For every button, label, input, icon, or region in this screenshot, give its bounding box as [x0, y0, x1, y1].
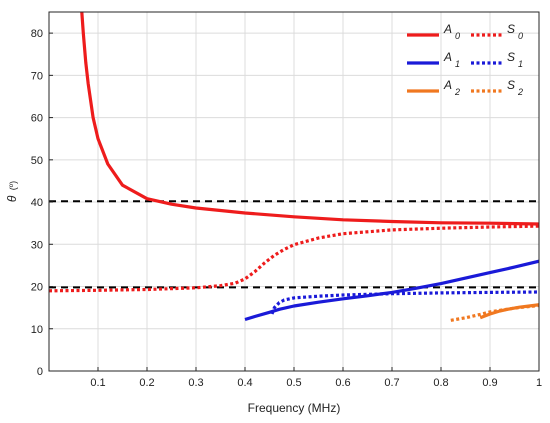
x-tick-label: 0.4 — [237, 377, 252, 389]
series-line-S2-dotted — [450, 303, 539, 322]
series-line-S1-dotted — [270, 290, 539, 315]
x-tick-label: 0.5 — [286, 377, 301, 389]
reference-lines — [49, 200, 539, 289]
y-tick-label: 80 — [31, 28, 43, 40]
y-tick-label: 0 — [37, 366, 43, 378]
x-tick-label: 0.9 — [482, 377, 497, 389]
y-tick-label: 60 — [31, 113, 43, 125]
x-tick-label: 0.6 — [335, 377, 350, 389]
x-tick-label: 0.1 — [90, 377, 105, 389]
y-tick-label: 20 — [31, 282, 43, 294]
y-axis-label: θ (º) — [5, 181, 19, 202]
y-tick-label: 40 — [31, 197, 43, 209]
y-axis-symbol: θ — [5, 195, 19, 202]
y-tick-label: 50 — [31, 155, 43, 167]
y-axis-unit: (º) — [8, 181, 18, 190]
y-tick-label: 30 — [31, 239, 43, 251]
legend: A 0 S 0 A 1 S 1 A 2 S 2 — [407, 22, 523, 97]
y-tick-label: 70 — [31, 70, 43, 82]
series-layer — [49, 12, 539, 322]
x-tick-label: 0.2 — [139, 377, 154, 389]
tick-labels: 0.1 0.2 0.3 0.4 0.5 0.6 0.7 0.8 0.9 1010203040506… — [31, 28, 542, 389]
x-tick-label: 1 — [536, 377, 542, 389]
series-line-A0-solid — [80, 12, 539, 226]
x-axis-label: Frequency (MHz) — [248, 401, 341, 415]
x-tick-label: 0.7 — [384, 377, 399, 389]
x-tick-label: 0.3 — [188, 377, 203, 389]
x-tick-label: 0.8 — [433, 377, 448, 389]
series-line-S0-dotted — [49, 224, 539, 293]
y-tick-label: 10 — [31, 324, 43, 336]
